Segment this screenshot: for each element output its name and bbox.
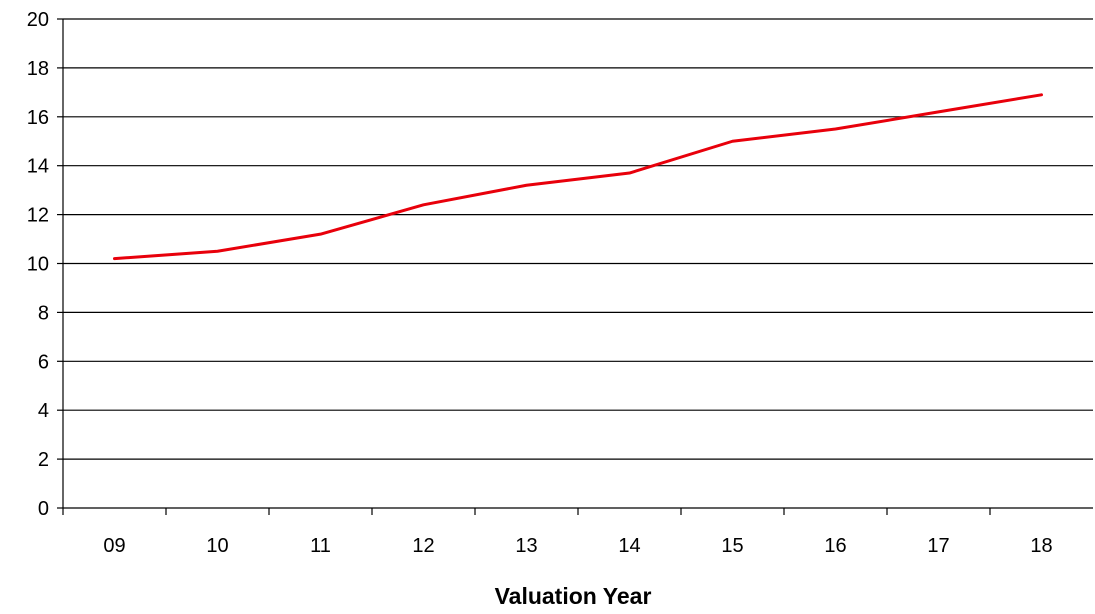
y-tick-label: 10	[27, 254, 49, 276]
x-tick-label: 15	[721, 535, 743, 557]
x-tick-label: 14	[618, 535, 640, 557]
y-tick-labels: 0 2 4 6 8 10 12 14 16 18 20	[27, 9, 49, 520]
series-line	[113, 93, 1043, 261]
y-tick-label: 16	[27, 107, 49, 129]
x-tick-label: 16	[824, 535, 846, 557]
y-tick-label: 14	[27, 156, 49, 178]
axes	[57, 18, 1093, 515]
y-tick-label: 8	[38, 302, 49, 324]
y-tick-label: 12	[27, 205, 49, 227]
x-tick-label: 17	[927, 535, 949, 557]
series	[113, 93, 1043, 261]
gridlines	[63, 18, 1093, 460]
y-tick-label: 0	[38, 498, 49, 520]
x-tick-label: 13	[515, 535, 537, 557]
x-tick-label: 11	[310, 535, 331, 557]
y-tick-label: 20	[27, 9, 49, 31]
y-tick-label: 4	[38, 400, 49, 422]
x-tick-label: 18	[1030, 535, 1052, 557]
x-tick-label: 10	[206, 535, 228, 557]
y-tick-label: 6	[38, 351, 49, 373]
x-axis-title: Valuation Year	[495, 583, 652, 609]
x-tick-label: 12	[412, 535, 434, 557]
x-tick-label: 09	[103, 535, 125, 557]
x-tick-labels: 09 10 11 12 13 14 15 16 17 18	[103, 535, 1052, 557]
y-tick-label: 18	[27, 58, 49, 80]
y-tick-label: 2	[38, 449, 49, 471]
